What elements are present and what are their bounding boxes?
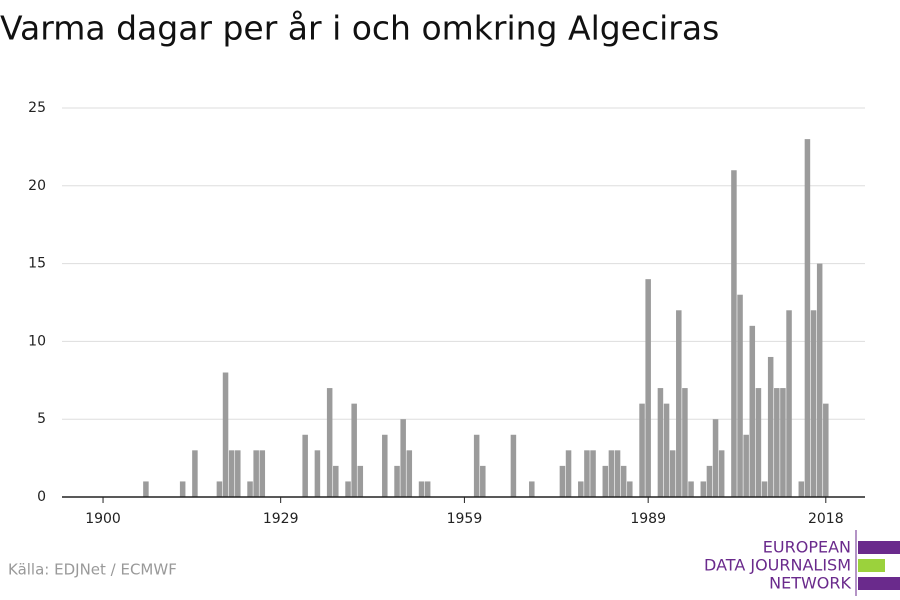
bar — [179, 481, 186, 497]
bar — [749, 325, 756, 497]
bar — [400, 419, 406, 497]
bar — [712, 419, 719, 497]
bar — [676, 310, 682, 497]
bar — [804, 139, 811, 497]
bar — [645, 279, 651, 497]
bar — [823, 403, 829, 497]
bar — [406, 450, 413, 497]
logo-text: EUROPEAN — [763, 538, 851, 557]
bar — [700, 481, 707, 497]
bar — [620, 465, 627, 497]
y-tick-label: 15 — [28, 256, 46, 272]
bar — [669, 450, 676, 497]
bar — [351, 403, 357, 497]
bar — [743, 434, 749, 497]
bar — [382, 434, 388, 497]
bar — [688, 481, 694, 497]
bar — [259, 450, 266, 497]
bar — [682, 388, 688, 497]
bar — [639, 403, 645, 497]
bar — [627, 481, 633, 497]
y-tick-label: 20 — [28, 178, 46, 194]
bar — [755, 388, 762, 497]
bar — [767, 356, 774, 497]
logo-bar — [858, 559, 885, 572]
x-tick-label: 1959 — [447, 511, 483, 527]
logo-bar — [858, 541, 900, 554]
bar — [737, 294, 743, 497]
bar — [786, 310, 792, 497]
bar — [614, 450, 621, 497]
bar — [590, 450, 596, 497]
x-tick-label: 1900 — [85, 511, 121, 527]
bar — [706, 465, 713, 497]
bar — [357, 465, 364, 497]
bar — [216, 481, 223, 497]
bar — [578, 481, 584, 497]
bar — [222, 372, 229, 497]
bar — [761, 481, 768, 497]
bar — [326, 388, 333, 497]
bar — [663, 403, 670, 497]
bar — [774, 388, 780, 497]
y-tick-label: 5 — [37, 411, 46, 427]
bar — [333, 465, 339, 497]
logo: EUROPEAN DATA JOURNALISM NETWORK — [704, 530, 900, 596]
bar — [780, 388, 786, 497]
y-tick-label: 0 — [37, 489, 46, 505]
bar — [718, 450, 725, 497]
chart-title: Varma dagar per år i och omkring Algecir… — [0, 9, 719, 48]
bar — [657, 388, 664, 497]
bar — [143, 481, 149, 497]
bar — [510, 434, 517, 497]
source: Källa: EDJNet / ECMWF — [8, 561, 177, 579]
bar — [559, 465, 566, 497]
y-tick-label: 10 — [28, 333, 46, 349]
y-tick-label: 25 — [28, 100, 46, 116]
bar — [565, 450, 572, 497]
bar — [529, 481, 535, 497]
bar — [247, 481, 253, 497]
bar — [394, 465, 400, 497]
bar — [608, 450, 615, 497]
bar — [314, 450, 321, 497]
bar — [602, 465, 609, 497]
bar — [473, 434, 480, 497]
x-tick-label: 1989 — [630, 511, 666, 527]
bar — [345, 481, 351, 497]
bar — [584, 450, 590, 497]
bar — [810, 310, 817, 497]
logo-text: DATA JOURNALISM — [704, 556, 851, 575]
x-tick-label: 1929 — [263, 511, 299, 527]
bar — [816, 263, 823, 497]
bar — [480, 465, 486, 497]
bar — [192, 450, 198, 497]
x-tick-label: 2018 — [808, 511, 844, 527]
bar — [253, 450, 259, 497]
logo-text: NETWORK — [769, 574, 851, 593]
bar — [731, 170, 737, 498]
bar — [235, 450, 241, 497]
bar — [798, 481, 805, 497]
bar — [424, 481, 431, 497]
bar — [228, 450, 235, 497]
bar — [302, 434, 308, 497]
logo-bar — [858, 577, 900, 590]
bar — [418, 481, 425, 497]
